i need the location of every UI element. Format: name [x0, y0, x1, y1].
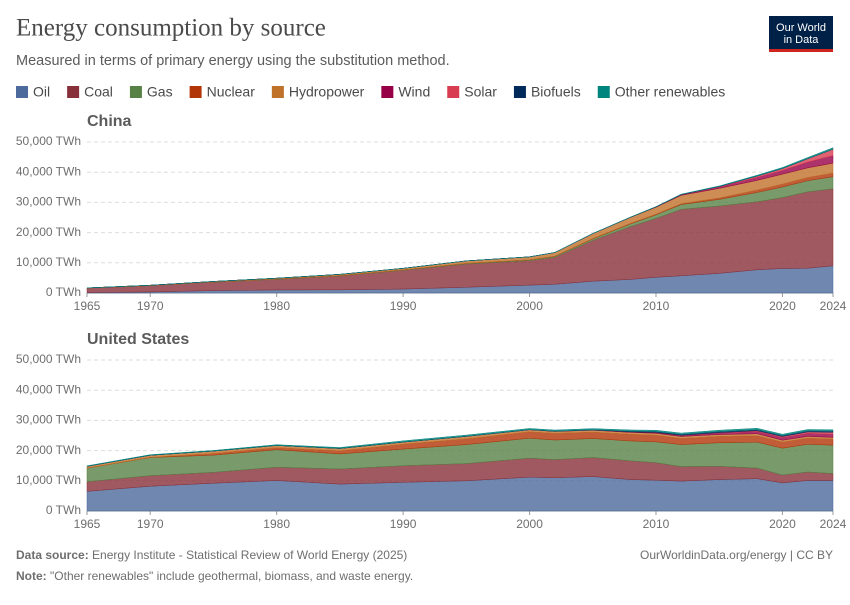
x-tick-label: 2024	[820, 299, 847, 313]
x-tick-label: 1970	[137, 517, 164, 531]
legend-swatch	[513, 86, 526, 98]
note-label: Note:	[16, 569, 47, 583]
legend-swatch	[189, 86, 202, 98]
legend-label: Hydropower	[289, 84, 365, 100]
subtitle: Measured in terms of primary energy usin…	[16, 53, 450, 69]
y-tick-label: 50,000 TWh	[16, 134, 81, 148]
legend-swatch	[381, 86, 394, 98]
y-tick-label: 50,000 TWh	[16, 352, 81, 366]
x-tick-label: 2020	[769, 517, 796, 531]
x-tick-label: 1965	[74, 299, 101, 313]
source-text: Energy Institute - Statistical Review of…	[92, 548, 407, 562]
legend-swatch	[129, 86, 142, 98]
x-tick-label: 2010	[643, 517, 670, 531]
y-tick-label: 0 TWh	[46, 503, 81, 517]
y-tick-label: 10,000 TWh	[16, 473, 81, 487]
area	[86, 147, 834, 289]
panel-title: China	[87, 113, 132, 130]
legend-swatch	[67, 86, 80, 98]
x-tick-label: 1970	[137, 299, 164, 313]
legend-label: Wind	[398, 84, 430, 100]
y-tick-label: 30,000 TWh	[16, 195, 81, 209]
y-tick-label: 40,000 TWh	[16, 382, 81, 396]
source-label: Data source:	[16, 548, 89, 562]
title: Energy consumption by source	[16, 15, 326, 42]
legend-swatch	[271, 86, 284, 98]
legend-label: Oil	[33, 84, 50, 100]
y-tick-label: 10,000 TWh	[16, 255, 81, 269]
x-tick-label: 1990	[390, 299, 417, 313]
note: Note: "Other renewables" include geother…	[16, 569, 413, 583]
x-tick-label: 1990	[390, 517, 417, 531]
legend-swatch	[447, 86, 460, 98]
x-tick-label: 2020	[769, 299, 796, 313]
x-tick-label: 1980	[263, 299, 290, 313]
legend-label: Other renewables	[615, 84, 726, 100]
logo-text: in Data	[784, 34, 820, 46]
legend-label: Gas	[147, 84, 173, 100]
panel-title: United States	[87, 331, 189, 348]
legend-swatch	[597, 86, 610, 98]
legend-swatch	[16, 86, 28, 98]
legend-label: Biofuels	[531, 84, 581, 100]
area	[86, 428, 834, 467]
x-tick-label: 2024	[820, 517, 847, 531]
y-tick-label: 0 TWh	[46, 285, 81, 299]
logo	[769, 16, 833, 52]
legend-label: Nuclear	[207, 84, 256, 100]
url: OurWorldinData.org/energy | CC BY	[640, 548, 833, 562]
x-tick-label: 1965	[74, 517, 101, 531]
source-label: Data source: Energy Institute - Statisti…	[16, 548, 407, 562]
y-tick-label: 20,000 TWh	[16, 443, 81, 457]
legend-label: Coal	[84, 84, 113, 100]
y-tick-label: 20,000 TWh	[16, 225, 81, 239]
y-tick-label: 30,000 TWh	[16, 413, 81, 427]
legend: Oil Coal Gas Nuclear Hydropower Wind Solar Biof…	[16, 84, 725, 100]
logo-text: Our World	[776, 22, 826, 34]
y-tick-label: 40,000 TWh	[16, 164, 81, 178]
legend-label: Solar	[464, 84, 497, 100]
note-text: "Other renewables" include geothermal, b…	[50, 569, 413, 583]
x-tick-label: 2000	[516, 299, 543, 313]
x-tick-label: 2010	[643, 299, 670, 313]
logo-bar	[769, 49, 833, 52]
x-tick-label: 2000	[516, 517, 543, 531]
x-tick-label: 1980	[263, 517, 290, 531]
